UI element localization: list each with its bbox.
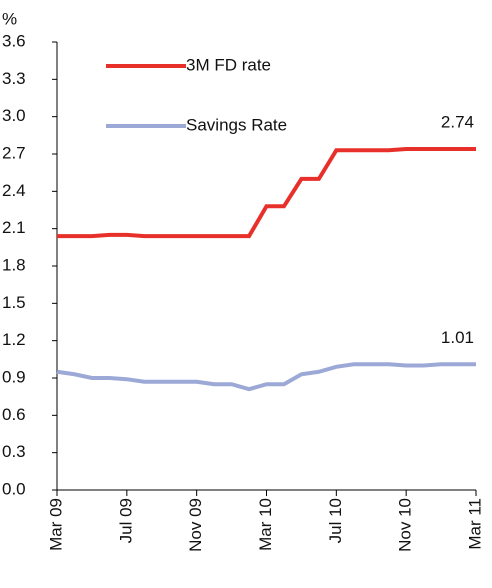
y-axis-unit: % xyxy=(2,9,17,28)
legend-label: 3M FD rate xyxy=(186,55,271,74)
x-tick-label: Mar 09 xyxy=(46,498,65,551)
x-tick-label: Mar 10 xyxy=(256,498,275,551)
y-tick-label: 3.0 xyxy=(2,106,26,125)
y-tick-label: 3.3 xyxy=(2,69,26,88)
y-tick-label: 1.8 xyxy=(2,255,26,274)
end-label: 1.01 xyxy=(441,328,474,347)
y-tick-label: 2.1 xyxy=(2,218,26,237)
y-tick-label: 1.5 xyxy=(2,293,26,312)
x-tick-label: Mar 11 xyxy=(465,498,484,550)
y-tick-label: 2.4 xyxy=(2,181,26,200)
y-tick-label: 0.3 xyxy=(2,442,26,461)
x-tick-label: Jul 10 xyxy=(326,498,345,543)
legend-label: Savings Rate xyxy=(186,115,287,134)
y-tick-label: 0.0 xyxy=(2,479,26,498)
series-line xyxy=(57,147,476,239)
y-tick-label: 2.7 xyxy=(2,143,26,162)
x-tick-label: Nov 09 xyxy=(186,498,205,552)
x-tick-label: Nov 10 xyxy=(396,498,415,552)
x-tick-label: Jul 09 xyxy=(116,498,135,543)
series-line xyxy=(56,362,476,392)
end-label: 2.74 xyxy=(441,113,474,132)
y-tick-label: 3.6 xyxy=(2,31,26,50)
y-tick-label: 0.9 xyxy=(2,367,26,386)
y-tick-label: 0.6 xyxy=(2,405,26,424)
y-tick-label: 1.2 xyxy=(2,330,26,349)
